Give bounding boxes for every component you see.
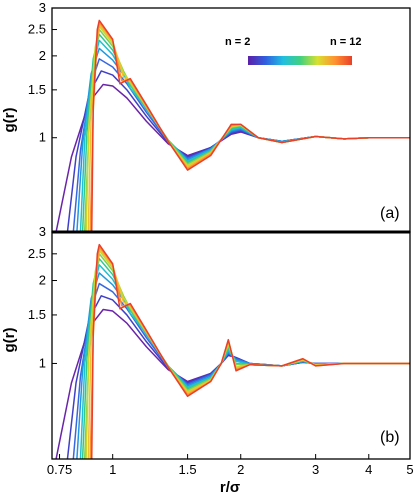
- panel-a: 1 1.5 2 2.5 3 g(r) (a) n = 2 n = 12: [1, 0, 410, 232]
- x-tick-label: 4: [365, 462, 372, 477]
- colorbar-legend: n = 2 n = 12: [225, 36, 362, 65]
- y-tick-label: 3: [39, 0, 46, 15]
- colorbar-min-label: n = 2: [225, 36, 250, 48]
- y-tick-label: 1.5: [28, 307, 46, 322]
- series-n5-curve: [76, 47, 410, 232]
- series-n12-curve: [90, 19, 410, 232]
- series-n2-curve: [55, 308, 410, 459]
- series-n10-curve: [87, 247, 410, 459]
- y-tick-label: 2.5: [28, 22, 46, 37]
- colorbar-max-label: n = 12: [330, 36, 362, 48]
- panel-b-tag: (b): [380, 429, 400, 446]
- series-n6-curve: [79, 39, 410, 232]
- series-n3-curve: [66, 70, 410, 232]
- panel-b-y-axis-title: g(r): [1, 328, 18, 353]
- colorbar-gradient: [248, 56, 352, 65]
- y-tick-label: 1: [39, 130, 46, 145]
- series-n8-curve: [83, 253, 410, 459]
- panel-b-x-axis: 0.75 1 1.5 2 3 4 5: [47, 454, 414, 477]
- series-n11-curve: [89, 245, 410, 459]
- y-tick-label: 2: [39, 48, 46, 63]
- x-tick-label: 2: [237, 462, 244, 477]
- panel-b: 1 1.5 2 2.5 3 0.75 1 1.5 2 3 4 5 g(r) r/σ (b): [1, 224, 414, 496]
- x-tick-label: 0.75: [47, 462, 72, 477]
- y-tick-label: 1.5: [28, 82, 46, 97]
- series-n7-curve: [81, 257, 410, 459]
- x-axis-title: r/σ: [220, 479, 240, 496]
- series-n9-curve: [85, 25, 410, 232]
- y-tick-label: 1: [39, 355, 46, 370]
- series-n2-curve: [55, 83, 410, 232]
- x-tick-label: 1: [109, 462, 116, 477]
- x-tick-label: 1.5: [179, 462, 197, 477]
- y-tick-label: 2: [39, 273, 46, 288]
- panel-b-y-axis: 1 1.5 2 2.5 3: [28, 224, 57, 370]
- y-tick-label: 3: [39, 224, 46, 239]
- panel-a-y-axis-title: g(r): [1, 108, 18, 133]
- series-n12-curve: [90, 243, 410, 459]
- series-n8-curve: [83, 28, 410, 232]
- panel-a-tag: (a): [380, 205, 400, 222]
- x-tick-label: 3: [312, 462, 319, 477]
- y-tick-label: 2.5: [28, 246, 46, 261]
- panel-a-curves: [55, 19, 410, 232]
- x-tick-label: 5: [406, 462, 413, 477]
- series-n9-curve: [85, 249, 410, 459]
- panel-b-curves: [55, 243, 410, 459]
- series-n7-curve: [81, 33, 410, 232]
